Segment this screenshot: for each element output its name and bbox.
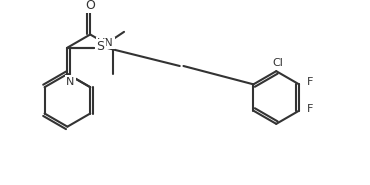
Text: Cl: Cl bbox=[273, 58, 283, 68]
Text: F: F bbox=[307, 104, 313, 114]
Text: HN: HN bbox=[97, 38, 114, 48]
Text: N: N bbox=[66, 77, 74, 87]
Text: S: S bbox=[96, 40, 104, 53]
Text: O: O bbox=[85, 0, 95, 12]
Text: F: F bbox=[307, 78, 313, 88]
Text: S: S bbox=[96, 41, 104, 54]
